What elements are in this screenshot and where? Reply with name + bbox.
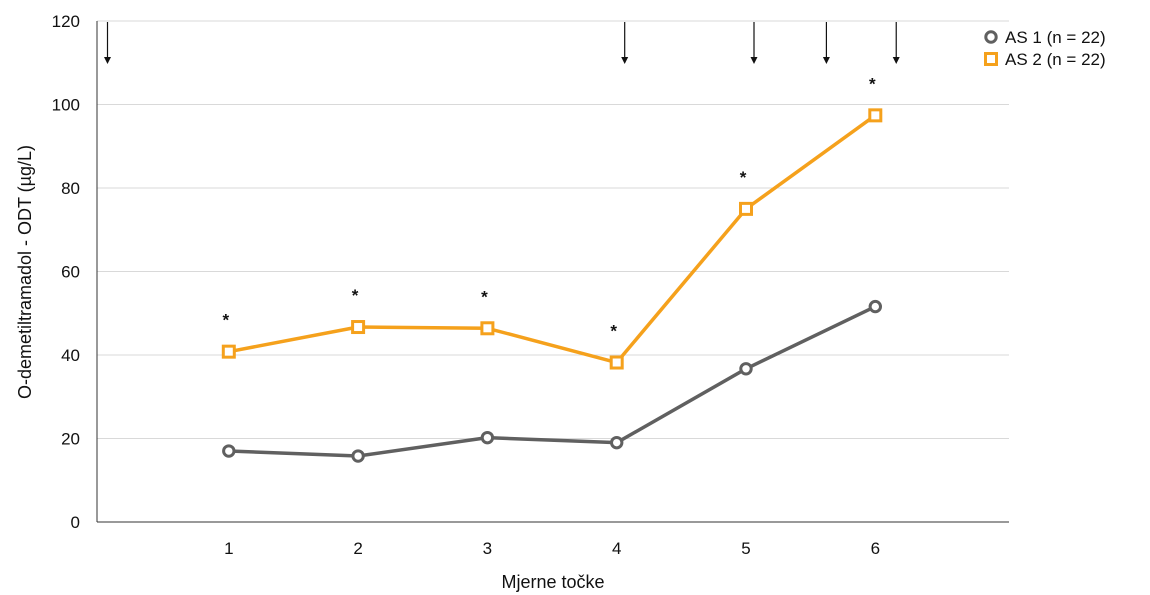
y-tick-label: 120 bbox=[52, 12, 80, 31]
x-axis-title: Mjerne točke bbox=[501, 572, 604, 592]
dose-arrows bbox=[104, 22, 900, 64]
down-arrow-icon bbox=[822, 22, 830, 64]
x-tick-label: 5 bbox=[741, 539, 750, 558]
down-arrow-icon bbox=[892, 22, 900, 64]
x-tick-label: 1 bbox=[224, 539, 233, 558]
series bbox=[221, 108, 883, 463]
arrow-head bbox=[621, 57, 629, 64]
down-arrow-icon bbox=[104, 22, 111, 64]
arrow-head bbox=[892, 57, 900, 64]
significance-asterisk: * bbox=[481, 287, 488, 306]
data-point-square bbox=[868, 108, 883, 123]
data-point-circle bbox=[739, 362, 753, 376]
y-tick-label: 40 bbox=[61, 346, 80, 365]
significance-asterisk: * bbox=[610, 322, 617, 341]
arrow-head bbox=[104, 57, 111, 64]
gridlines bbox=[97, 20, 1009, 439]
y-tick-label: 80 bbox=[61, 179, 80, 198]
data-point-circle bbox=[351, 449, 365, 463]
legend-circle-icon bbox=[984, 30, 998, 44]
significance-asterisk: * bbox=[352, 286, 359, 305]
significance-markers: * * * * * * bbox=[222, 74, 876, 341]
legend-label: AS 1 (n = 22) bbox=[1005, 28, 1106, 47]
data-point-circle bbox=[480, 430, 495, 445]
data-point-square bbox=[609, 355, 624, 370]
y-tick-label: 0 bbox=[71, 513, 80, 532]
x-tick-label: 6 bbox=[871, 539, 880, 558]
y-tick-label: 20 bbox=[61, 430, 80, 449]
axes bbox=[96, 21, 1009, 523]
significance-asterisk: * bbox=[740, 168, 747, 187]
x-tick-label: 3 bbox=[483, 539, 492, 558]
data-point-square bbox=[221, 344, 236, 359]
y-tick-label: 60 bbox=[61, 263, 80, 282]
data-point-square bbox=[480, 321, 495, 336]
data-point-square bbox=[739, 201, 753, 216]
series-line-2 bbox=[228, 113, 877, 365]
down-arrow-icon bbox=[621, 22, 629, 64]
tick-labels: 0 20 40 60 80 100 120 1 2 3 4 5 6 bbox=[52, 12, 880, 558]
legend-item: AS 2 (n = 22) bbox=[984, 50, 1106, 69]
significance-asterisk: * bbox=[222, 311, 229, 330]
x-tick-label: 4 bbox=[612, 539, 621, 558]
y-axis-title: O-demetiltramadol - ODT (µg/L) bbox=[15, 145, 35, 399]
down-arrow-icon bbox=[750, 22, 758, 64]
series-line-1 bbox=[228, 304, 877, 458]
legend-label: AS 2 (n = 22) bbox=[1005, 50, 1106, 69]
data-point-circle bbox=[610, 435, 624, 450]
arrow-head bbox=[750, 57, 758, 64]
data-point-circle bbox=[868, 299, 882, 314]
y-tick-label: 100 bbox=[52, 96, 80, 115]
legend-square-icon bbox=[984, 52, 998, 66]
legend: AS 1 (n = 22) AS 2 (n = 22) bbox=[984, 28, 1106, 69]
significance-asterisk: * bbox=[869, 74, 876, 93]
legend-item: AS 1 (n = 22) bbox=[984, 28, 1106, 47]
x-tick-label: 2 bbox=[353, 539, 362, 558]
data-point-square bbox=[351, 320, 366, 335]
arrow-head bbox=[822, 57, 830, 64]
data-point-circle bbox=[222, 444, 236, 458]
